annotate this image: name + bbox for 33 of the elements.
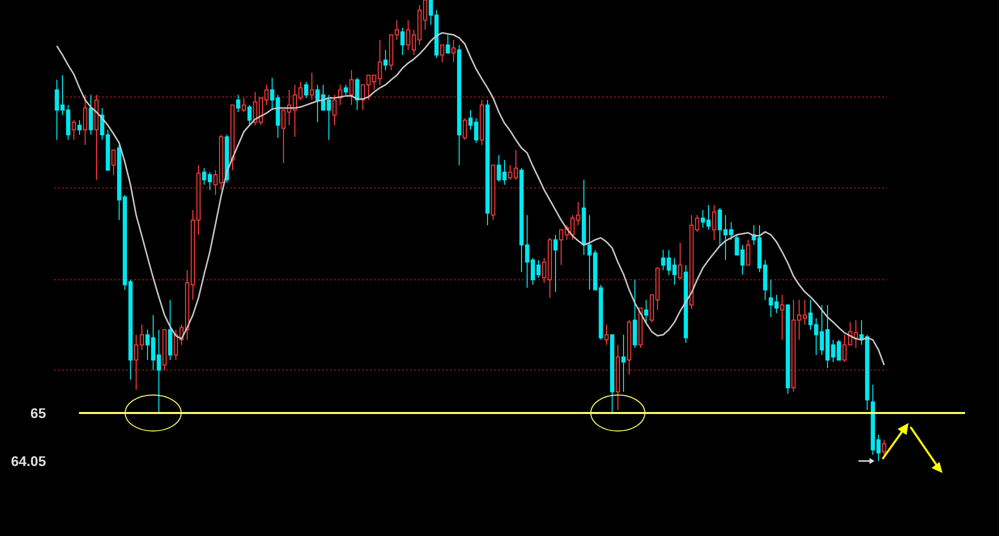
y-tick-label: 65	[30, 405, 46, 421]
candlestick	[780, 294, 784, 340]
candlestick	[338, 84, 342, 106]
candlestick	[247, 104, 252, 126]
candlestick	[462, 118, 467, 140]
line-series	[56, 32, 885, 366]
candlestick	[882, 439, 886, 456]
y-tick-label: 64.05	[10, 452, 46, 469]
candlestick	[344, 84, 348, 96]
candlestick	[242, 97, 246, 113]
candlestick	[621, 334, 626, 392]
candlestick	[440, 44, 444, 63]
candlestick	[712, 204, 716, 240]
candlestick	[332, 94, 337, 126]
candlestick	[77, 120, 82, 136]
candlestick	[236, 94, 240, 113]
candlestick	[678, 242, 682, 280]
candlestick	[111, 149, 116, 176]
candlestick	[451, 39, 456, 63]
candlestick	[310, 72, 314, 100]
candlestick	[746, 239, 750, 266]
candlestick	[349, 70, 354, 106]
candlestick	[400, 27, 405, 56]
candlestick	[88, 94, 93, 136]
candlestick	[553, 234, 558, 292]
candlestick	[304, 81, 308, 98]
candlestick	[83, 94, 88, 146]
candlestick	[446, 34, 450, 54]
candlestick	[604, 324, 609, 346]
candlestick	[355, 77, 360, 111]
candlestick	[383, 49, 388, 71]
candlestick	[72, 120, 76, 140]
candlestick	[644, 299, 648, 323]
